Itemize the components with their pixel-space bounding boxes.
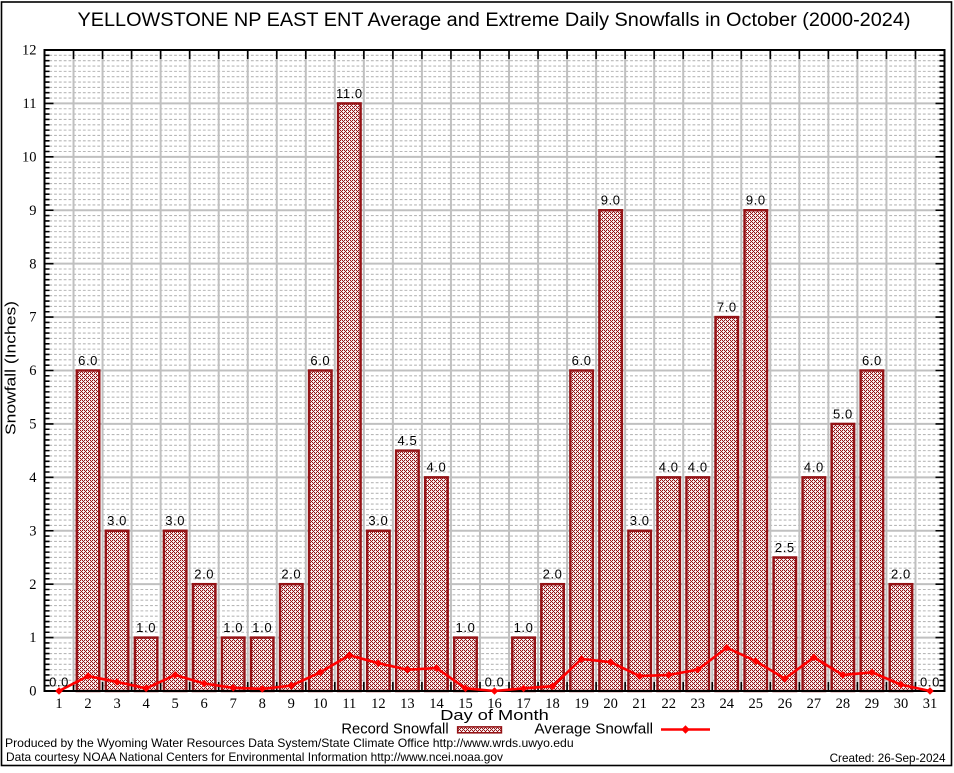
svg-text:0: 0 (29, 684, 36, 700)
svg-text:11: 11 (23, 96, 37, 112)
svg-text:12: 12 (371, 696, 386, 712)
svg-text:2: 2 (29, 577, 36, 593)
svg-text:17: 17 (516, 696, 531, 712)
svg-text:3.0: 3.0 (107, 513, 127, 528)
svg-text:31: 31 (923, 696, 938, 712)
svg-text:27: 27 (807, 696, 822, 712)
svg-text:1.0: 1.0 (252, 620, 272, 635)
svg-text:3.0: 3.0 (630, 513, 650, 528)
svg-text:5: 5 (29, 417, 36, 433)
svg-text:1.0: 1.0 (136, 620, 156, 635)
svg-text:11.0: 11.0 (336, 86, 363, 101)
svg-text:11: 11 (342, 696, 356, 712)
svg-text:7: 7 (29, 310, 36, 326)
svg-text:4.5: 4.5 (397, 433, 417, 448)
svg-text:9: 9 (288, 696, 295, 712)
svg-text:13: 13 (400, 696, 415, 712)
svg-text:Snowfall (Inches): Snowfall (Inches) (4, 301, 20, 435)
svg-text:Produced by the Wyoming Water: Produced by the Wyoming Water Resources … (5, 736, 574, 750)
svg-text:6.0: 6.0 (310, 353, 330, 368)
svg-text:14: 14 (429, 696, 444, 712)
svg-text:1: 1 (55, 696, 62, 712)
svg-text:10: 10 (22, 149, 37, 165)
svg-text:12: 12 (22, 43, 37, 59)
svg-text:9.0: 9.0 (601, 193, 621, 208)
svg-text:19: 19 (574, 696, 589, 712)
svg-text:2.0: 2.0 (543, 567, 563, 582)
svg-text:6: 6 (201, 696, 208, 712)
svg-text:Average Snowfall: Average Snowfall (534, 722, 653, 738)
svg-text:0.0: 0.0 (49, 674, 69, 689)
svg-text:6.0: 6.0 (78, 353, 98, 368)
svg-text:16: 16 (487, 696, 502, 712)
svg-text:4.0: 4.0 (804, 460, 824, 475)
svg-text:YELLOWSTONE NP EAST ENT Averag: YELLOWSTONE NP EAST ENT Average and Extr… (78, 10, 911, 31)
svg-text:24: 24 (720, 696, 735, 712)
svg-text:Data courtesy NOAA National Ce: Data courtesy NOAA National Centers for … (6, 750, 503, 764)
svg-text:0.0: 0.0 (485, 674, 505, 689)
svg-text:2.0: 2.0 (891, 567, 911, 582)
svg-text:0.0: 0.0 (920, 674, 940, 689)
svg-text:4.0: 4.0 (688, 460, 708, 475)
svg-text:18: 18 (545, 696, 560, 712)
svg-text:8: 8 (29, 256, 36, 272)
svg-text:23: 23 (690, 696, 705, 712)
svg-text:25: 25 (749, 696, 764, 712)
svg-text:1.0: 1.0 (514, 620, 534, 635)
svg-text:2.0: 2.0 (194, 567, 214, 582)
svg-text:1.0: 1.0 (223, 620, 243, 635)
svg-text:21: 21 (632, 696, 647, 712)
svg-text:28: 28 (836, 696, 851, 712)
svg-text:30: 30 (894, 696, 909, 712)
svg-text:Day of Month: Day of Month (440, 708, 549, 724)
svg-text:7: 7 (230, 696, 237, 712)
svg-text:10: 10 (313, 696, 328, 712)
svg-text:7.0: 7.0 (717, 299, 737, 314)
svg-text:4: 4 (142, 696, 150, 712)
svg-text:8: 8 (259, 696, 266, 712)
svg-text:6.0: 6.0 (572, 353, 592, 368)
svg-text:9.0: 9.0 (746, 193, 766, 208)
svg-text:20: 20 (603, 696, 618, 712)
svg-text:9: 9 (29, 203, 36, 219)
svg-text:6.0: 6.0 (862, 353, 882, 368)
svg-text:26: 26 (778, 696, 793, 712)
svg-text:1: 1 (29, 630, 36, 646)
svg-text:22: 22 (661, 696, 676, 712)
svg-text:2: 2 (84, 696, 91, 712)
svg-text:Created: 26-Sep-2024: Created: 26-Sep-2024 (830, 751, 946, 765)
svg-text:5.0: 5.0 (833, 406, 853, 421)
svg-text:5: 5 (172, 696, 179, 712)
svg-text:3: 3 (29, 523, 36, 539)
svg-text:4.0: 4.0 (427, 460, 447, 475)
svg-text:1.0: 1.0 (456, 620, 476, 635)
svg-text:29: 29 (865, 696, 880, 712)
svg-text:Record Snowfall: Record Snowfall (341, 722, 448, 738)
svg-text:4.0: 4.0 (659, 460, 679, 475)
svg-text:3.0: 3.0 (368, 513, 388, 528)
svg-text:3: 3 (113, 696, 120, 712)
svg-text:2.5: 2.5 (775, 540, 795, 555)
svg-text:6: 6 (29, 363, 36, 379)
svg-text:4: 4 (29, 470, 37, 486)
svg-text:15: 15 (458, 696, 473, 712)
svg-text:3.0: 3.0 (165, 513, 185, 528)
svg-text:2.0: 2.0 (281, 567, 301, 582)
